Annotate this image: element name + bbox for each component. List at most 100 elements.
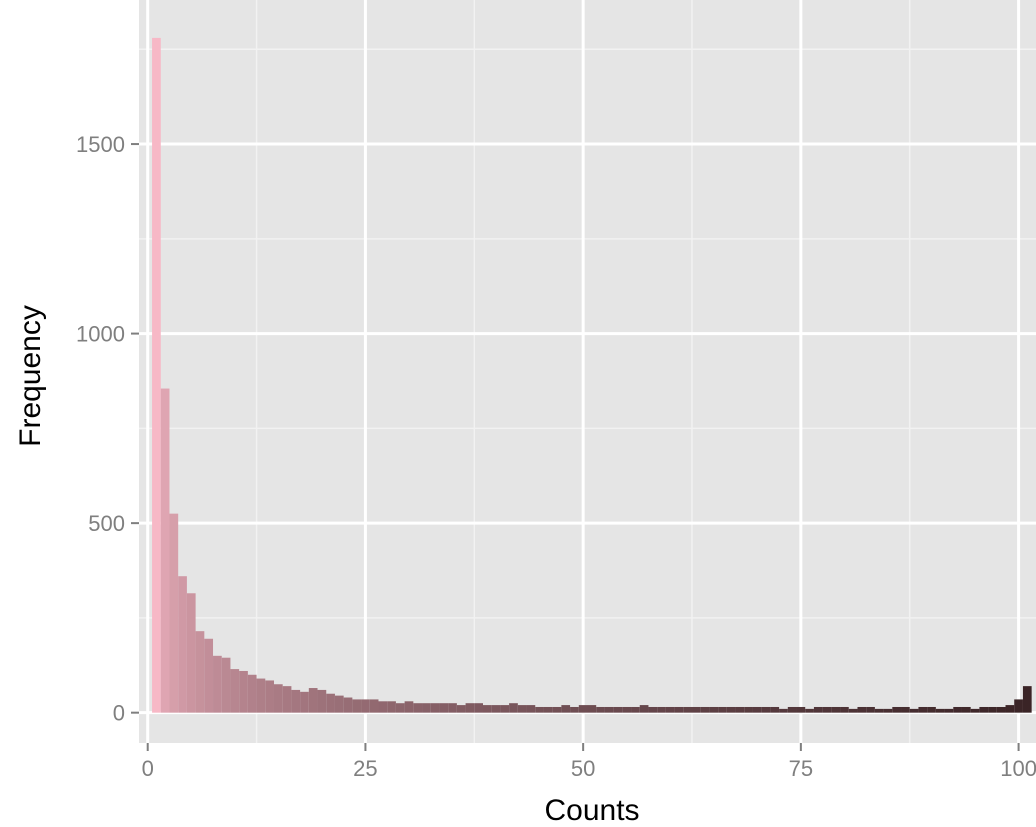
histogram-bar	[874, 708, 884, 713]
x-axis-title: Counts	[544, 794, 639, 827]
histogram-bar	[918, 706, 928, 713]
histogram-bar	[387, 701, 396, 713]
x-tick-label: 50	[571, 756, 595, 781]
y-tick-label: 0	[113, 701, 125, 726]
histogram-bar	[482, 705, 492, 713]
histogram-bar	[692, 706, 701, 713]
x-tick-label: 25	[353, 756, 377, 781]
histogram-bar	[543, 706, 553, 713]
histogram-bar	[491, 705, 501, 713]
histogram-bar	[256, 678, 266, 713]
histogram-bar	[239, 670, 248, 713]
histogram-bar	[326, 693, 335, 713]
histogram-bar	[665, 706, 675, 713]
histogram-bar	[979, 706, 989, 713]
histogram-bar	[909, 708, 919, 713]
histogram-bar	[726, 706, 736, 713]
histogram-bar	[395, 703, 405, 713]
histogram-bar	[840, 706, 849, 713]
histogram-bar	[709, 706, 719, 713]
histogram-bar	[500, 705, 510, 713]
y-axis-tick-labels: 0 500 1000 1500	[76, 132, 125, 726]
histogram-bar	[430, 703, 440, 713]
histogram-bar	[273, 684, 283, 713]
histogram-bar	[422, 703, 431, 713]
histogram-bar	[186, 593, 196, 713]
histogram-bar	[813, 706, 823, 713]
histogram-bar	[204, 638, 214, 713]
histogram-bar	[866, 706, 875, 713]
histogram-bar	[195, 631, 205, 713]
histogram-bar	[343, 697, 353, 713]
histogram-bar	[152, 37, 161, 713]
histogram-bar	[988, 706, 997, 713]
histogram-bar	[300, 691, 309, 713]
x-tick-label: 75	[789, 756, 813, 781]
histogram-bar	[744, 706, 753, 713]
histogram-bar	[404, 701, 414, 713]
histogram-bar	[892, 706, 902, 713]
histogram-bar	[648, 706, 658, 713]
histogram-bar	[631, 706, 640, 713]
histogram-bar	[526, 705, 536, 713]
histogram-bar	[439, 703, 449, 713]
histogram-bar	[857, 706, 867, 713]
histogram-bar	[683, 706, 693, 713]
histogram-bar	[787, 706, 797, 713]
y-tick-label: 1000	[76, 322, 125, 347]
histogram-bar	[509, 703, 518, 713]
histogram-bar	[334, 695, 344, 713]
histogram-bar	[770, 706, 780, 713]
histogram-bar	[953, 706, 962, 713]
histogram-bar	[927, 706, 936, 713]
histogram-bar	[639, 705, 649, 713]
histogram-bar	[761, 706, 771, 713]
histogram-bar	[622, 706, 632, 713]
histogram-bar	[796, 706, 806, 713]
histogram-bar	[657, 706, 666, 713]
histogram-bar	[1005, 705, 1015, 713]
histogram-bar	[352, 699, 362, 713]
histogram-bar	[944, 708, 954, 713]
histogram-bar	[700, 706, 710, 713]
axis-ticks	[131, 143, 1020, 751]
histogram-bar	[674, 706, 684, 713]
histogram-bar	[970, 708, 980, 713]
histogram-bar	[596, 706, 605, 713]
histogram-bar	[378, 701, 388, 713]
histogram-bar	[448, 703, 457, 713]
histogram-bar	[552, 706, 562, 713]
y-axis-title: Frequency	[14, 305, 47, 447]
histogram-bar	[456, 705, 466, 713]
histogram-bar	[291, 689, 301, 713]
histogram-bar	[221, 657, 231, 713]
histogram-bar	[1022, 686, 1032, 713]
minor-gridlines	[139, 0, 1036, 743]
histogram-bar	[578, 705, 588, 713]
histogram-bar	[604, 706, 614, 713]
x-tick-label: 100	[1000, 756, 1036, 781]
histogram-bar	[413, 703, 423, 713]
histogram-bars	[152, 37, 1032, 713]
histogram-bar	[805, 708, 814, 713]
histogram-bar	[718, 706, 727, 713]
histogram-bar	[883, 708, 893, 713]
histogram-bar	[169, 513, 179, 713]
x-axis-tick-labels: 0 25 50 75 100	[142, 756, 1036, 781]
histogram-bar	[265, 680, 274, 713]
histogram-bar	[561, 705, 571, 713]
histogram-bar	[369, 699, 379, 713]
histogram-bar	[474, 703, 483, 713]
histogram-bar	[160, 388, 170, 713]
histogram-bar	[517, 705, 527, 713]
histogram-bar	[848, 708, 858, 713]
histogram-bar	[831, 706, 841, 713]
histogram-bar	[961, 706, 971, 713]
histogram-bar	[178, 576, 187, 713]
histogram-bar	[901, 706, 910, 713]
histogram-bar	[613, 706, 623, 713]
y-tick-label: 500	[88, 511, 125, 536]
histogram-bar	[587, 705, 597, 713]
histogram-bar	[935, 708, 945, 713]
